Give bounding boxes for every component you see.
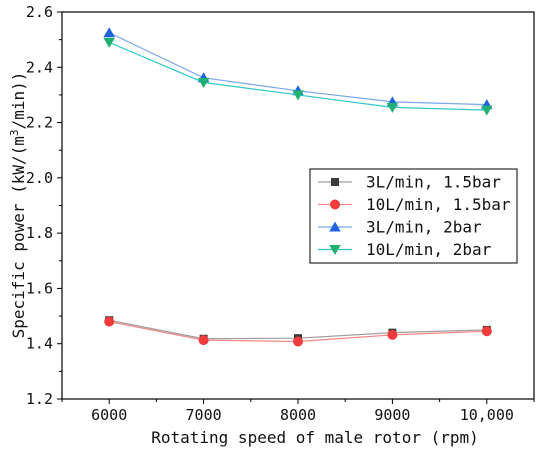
point-marker <box>481 326 492 337</box>
data-series <box>104 316 492 347</box>
point-marker <box>293 336 303 347</box>
series-layer <box>103 27 493 347</box>
data-series <box>103 37 493 116</box>
y-tick-label: 2.0 <box>26 169 53 187</box>
y-axis-title-suffix: /min)) <box>9 72 28 130</box>
point-marker <box>103 27 115 38</box>
y-tick-label: 1.4 <box>26 335 53 353</box>
y-axis-title-sup: 3 <box>8 129 21 136</box>
point-marker <box>292 90 304 101</box>
y-axis: 1.2 1.4 1.6 1.8 2.0 2.2 2.4 2.6 <box>26 3 62 408</box>
point-marker <box>198 335 209 346</box>
y-axis-title-prefix: Specific power (kW/(m <box>9 136 28 338</box>
y-axis-title: Specific power (kW/(m3/min)) <box>8 72 29 339</box>
x-tick-label: 10,000 <box>460 406 514 424</box>
legend-label: 10L/min, 2bar <box>366 240 492 259</box>
point-marker <box>103 37 115 48</box>
x-axis: 6000 7000 8000 9000 10,000 <box>61 399 535 424</box>
point-marker <box>481 105 493 116</box>
point-marker <box>387 329 398 340</box>
x-tick-label: 9000 <box>374 406 410 424</box>
y-tick-label: 2.6 <box>26 3 53 21</box>
y-tick-label: 1.6 <box>26 279 53 297</box>
y-tick-label: 1.2 <box>26 390 53 408</box>
x-axis-title: Rotating speed of male rotor (rpm) <box>151 428 479 447</box>
legend-label: 3L/min, 1.5bar <box>366 173 501 192</box>
point-marker <box>386 102 399 113</box>
x-tick-label: 6000 <box>91 406 127 424</box>
legend-label: 3L/min, 2bar <box>366 218 482 237</box>
y-tick-label: 2.2 <box>26 114 53 132</box>
y-tick-label: 1.8 <box>26 224 53 242</box>
y-tick-label: 2.4 <box>26 58 53 76</box>
x-tick-label: 7000 <box>186 406 222 424</box>
point-marker <box>104 316 115 327</box>
point-marker <box>330 199 340 210</box>
point-marker <box>197 77 210 88</box>
legend: 3L/min, 1.5bar 10L/min, 1.5bar 3L/min, 2ba… <box>309 168 518 264</box>
point-marker <box>329 245 341 255</box>
point-marker <box>329 221 341 232</box>
legend-label: 10L/min, 1.5bar <box>366 195 511 214</box>
x-tick-label: 8000 <box>280 406 316 424</box>
legend-box <box>309 168 518 264</box>
point-marker <box>331 178 339 186</box>
